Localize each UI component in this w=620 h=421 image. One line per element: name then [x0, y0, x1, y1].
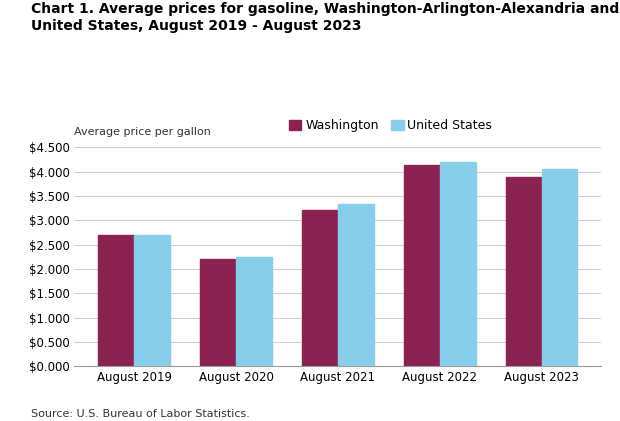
Bar — [302, 210, 338, 366]
Bar — [404, 165, 440, 366]
Bar — [440, 162, 476, 366]
Bar — [506, 177, 542, 366]
Bar — [99, 235, 134, 366]
Legend: Washington, United States: Washington, United States — [284, 114, 497, 137]
Text: Source: U.S. Bureau of Labor Statistics.: Source: U.S. Bureau of Labor Statistics. — [31, 409, 250, 419]
Bar — [542, 169, 577, 366]
Bar — [338, 204, 374, 366]
Bar — [236, 257, 272, 366]
Bar — [200, 259, 236, 366]
Bar — [134, 235, 170, 366]
Text: United States, August 2019 - August 2023: United States, August 2019 - August 2023 — [31, 19, 361, 33]
Text: Chart 1. Average prices for gasoline, Washington-Arlington-Alexandria and: Chart 1. Average prices for gasoline, Wa… — [31, 2, 619, 16]
Text: Average price per gallon: Average price per gallon — [74, 127, 211, 137]
